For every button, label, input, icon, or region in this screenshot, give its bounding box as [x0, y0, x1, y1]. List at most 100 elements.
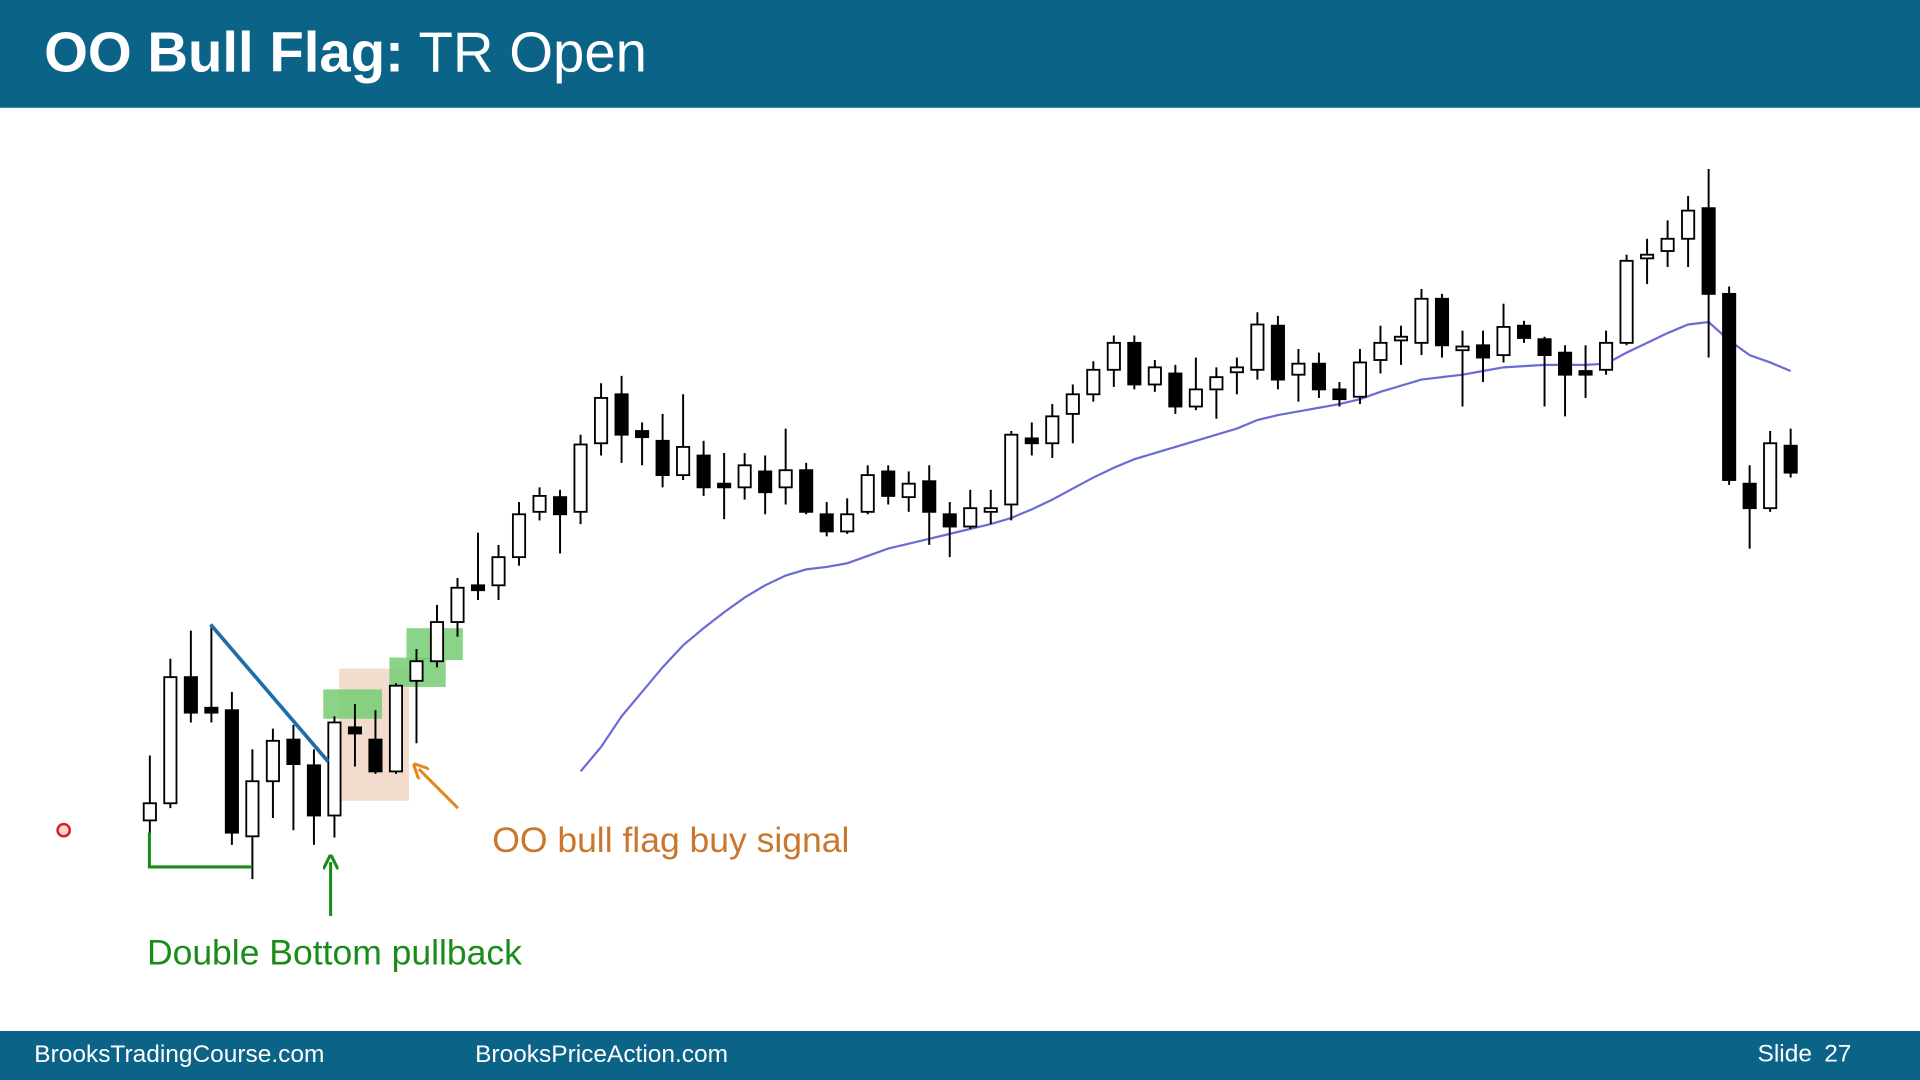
footer-left: BrooksTradingCourse.com	[34, 1041, 324, 1068]
candle-body	[1763, 442, 1778, 510]
candle-body	[1496, 326, 1511, 357]
candle-body	[1455, 345, 1470, 352]
candle-body	[245, 780, 260, 838]
slide-label: Slide	[1758, 1041, 1812, 1068]
cursor-dot	[56, 822, 72, 838]
candle-body	[983, 507, 998, 513]
candle-body	[819, 513, 834, 533]
candle-body	[1681, 209, 1696, 240]
candle-body	[594, 397, 609, 445]
candle-body	[1250, 323, 1265, 371]
candle-body	[717, 482, 732, 489]
candle-body	[491, 556, 506, 587]
candle-body	[1373, 341, 1388, 361]
title-text: TR Open	[419, 20, 647, 83]
candle-body	[901, 482, 916, 499]
candle-body	[1537, 338, 1552, 357]
candle-body	[1045, 415, 1060, 445]
candle-body	[511, 513, 527, 559]
candle-body	[1311, 362, 1326, 391]
moving-average-line	[579, 320, 1792, 773]
entry-highlight	[323, 689, 383, 719]
candle-body	[1147, 366, 1162, 386]
candle-body	[1434, 297, 1450, 347]
candle-body	[1558, 351, 1573, 376]
candle-body	[635, 430, 650, 439]
candle-body	[1352, 361, 1367, 398]
candle-body	[1188, 388, 1203, 408]
candle-body	[1024, 437, 1039, 445]
signal-annotation: OO bull flag buy signal	[492, 820, 849, 860]
candle-body	[532, 495, 547, 513]
candle-body	[1106, 341, 1121, 371]
slide-number-value: 27	[1824, 1041, 1851, 1068]
candle-body	[450, 586, 465, 623]
candle-body	[778, 469, 793, 489]
candle-body	[204, 706, 219, 714]
header-bar	[0, 0, 1920, 108]
candle-body	[1086, 368, 1101, 396]
candle-body	[614, 393, 629, 436]
candle-body	[696, 454, 711, 489]
candle-body	[306, 764, 321, 817]
candle-body	[347, 726, 362, 735]
candle-body	[163, 676, 178, 805]
footer-bar	[0, 1031, 1920, 1080]
candle-body	[553, 496, 568, 516]
double-bottom-line	[147, 832, 253, 869]
candle-body	[409, 660, 424, 682]
candle-body	[1270, 324, 1285, 381]
candle-body	[265, 739, 280, 783]
candle-body	[758, 470, 773, 494]
plot	[142, 168, 1798, 880]
candle-body	[1393, 335, 1409, 342]
candle-body	[1209, 376, 1224, 391]
candle-body	[429, 621, 445, 663]
candle-body	[286, 738, 301, 765]
candle-body	[1004, 433, 1019, 506]
candle-body	[942, 513, 957, 528]
candle-body	[963, 507, 978, 528]
candle-body	[1291, 362, 1306, 376]
candle-body	[1065, 393, 1080, 415]
candle-body	[1475, 344, 1491, 359]
candle-body	[1701, 207, 1716, 295]
candle-body	[1660, 237, 1675, 252]
candle-body	[1127, 341, 1142, 386]
candle-body	[388, 684, 404, 773]
candle-body	[1640, 253, 1655, 260]
candle-body	[224, 709, 239, 834]
signal-arrow	[419, 769, 460, 810]
slide-title: OO Bull Flag: TR Open	[44, 20, 647, 83]
candle-body	[142, 802, 157, 822]
candle-body	[676, 446, 691, 477]
candle-body	[1414, 297, 1429, 344]
candle-body	[1229, 366, 1244, 374]
title-bold: OO Bull Flag:	[44, 20, 404, 83]
candle-body	[1599, 341, 1614, 371]
footer-center: BrooksPriceAction.com	[475, 1041, 728, 1068]
candle-body	[922, 480, 937, 513]
trend-line	[209, 623, 330, 763]
candle-body	[1168, 372, 1183, 408]
pullback-annotation: Double Bottom pullback	[147, 932, 522, 972]
candle-body	[881, 470, 896, 497]
candle-body	[470, 584, 486, 592]
candle-body	[1783, 444, 1798, 474]
candle-body	[840, 513, 855, 533]
candle-body	[573, 443, 588, 513]
candle-body	[655, 439, 670, 477]
candle-body	[1516, 324, 1532, 339]
candle-body	[183, 676, 198, 714]
candle-body	[327, 721, 342, 817]
candle-body	[860, 474, 875, 513]
candle-body	[368, 738, 383, 773]
candle-body	[1722, 292, 1737, 481]
candle-body	[1578, 370, 1593, 376]
slide-number: Slide 27	[1758, 1041, 1852, 1068]
candle-body	[1619, 259, 1634, 344]
candle-body	[799, 469, 814, 513]
candle-body	[1332, 388, 1347, 401]
